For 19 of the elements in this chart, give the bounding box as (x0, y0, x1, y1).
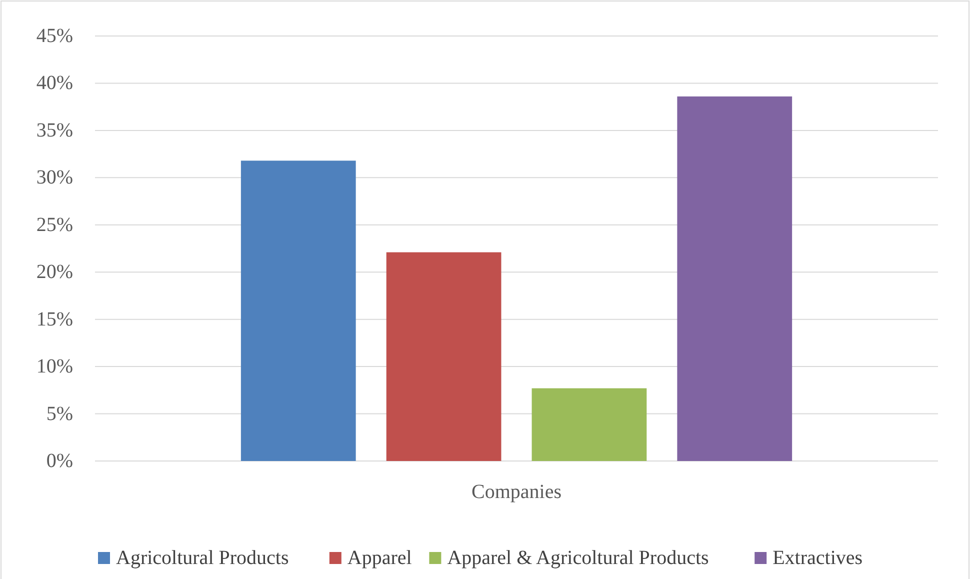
legend-label: Apparel & Agricoltural Products (447, 547, 710, 569)
bar (532, 388, 647, 461)
y-tick-label: 20% (36, 261, 73, 284)
x-tick-label: Companies (472, 481, 562, 503)
y-tick-label: 25% (36, 214, 73, 236)
legend-label: Apparel (347, 547, 412, 569)
legend-label: Agricoltural Products (116, 547, 289, 569)
legend-label: Extractives (772, 547, 863, 569)
y-tick-label: 35% (36, 119, 73, 142)
y-tick-label: 30% (36, 166, 73, 189)
bar (240, 160, 356, 461)
y-tick-label: 15% (36, 308, 73, 330)
bar (677, 96, 792, 461)
y-tick-label: 10% (36, 356, 73, 378)
y-tick-label: 5% (46, 402, 73, 425)
y-tick-label: 40% (36, 72, 73, 94)
y-tick-label: 0% (46, 450, 73, 472)
bar (386, 252, 502, 461)
y-tick-label: 45% (36, 25, 73, 47)
